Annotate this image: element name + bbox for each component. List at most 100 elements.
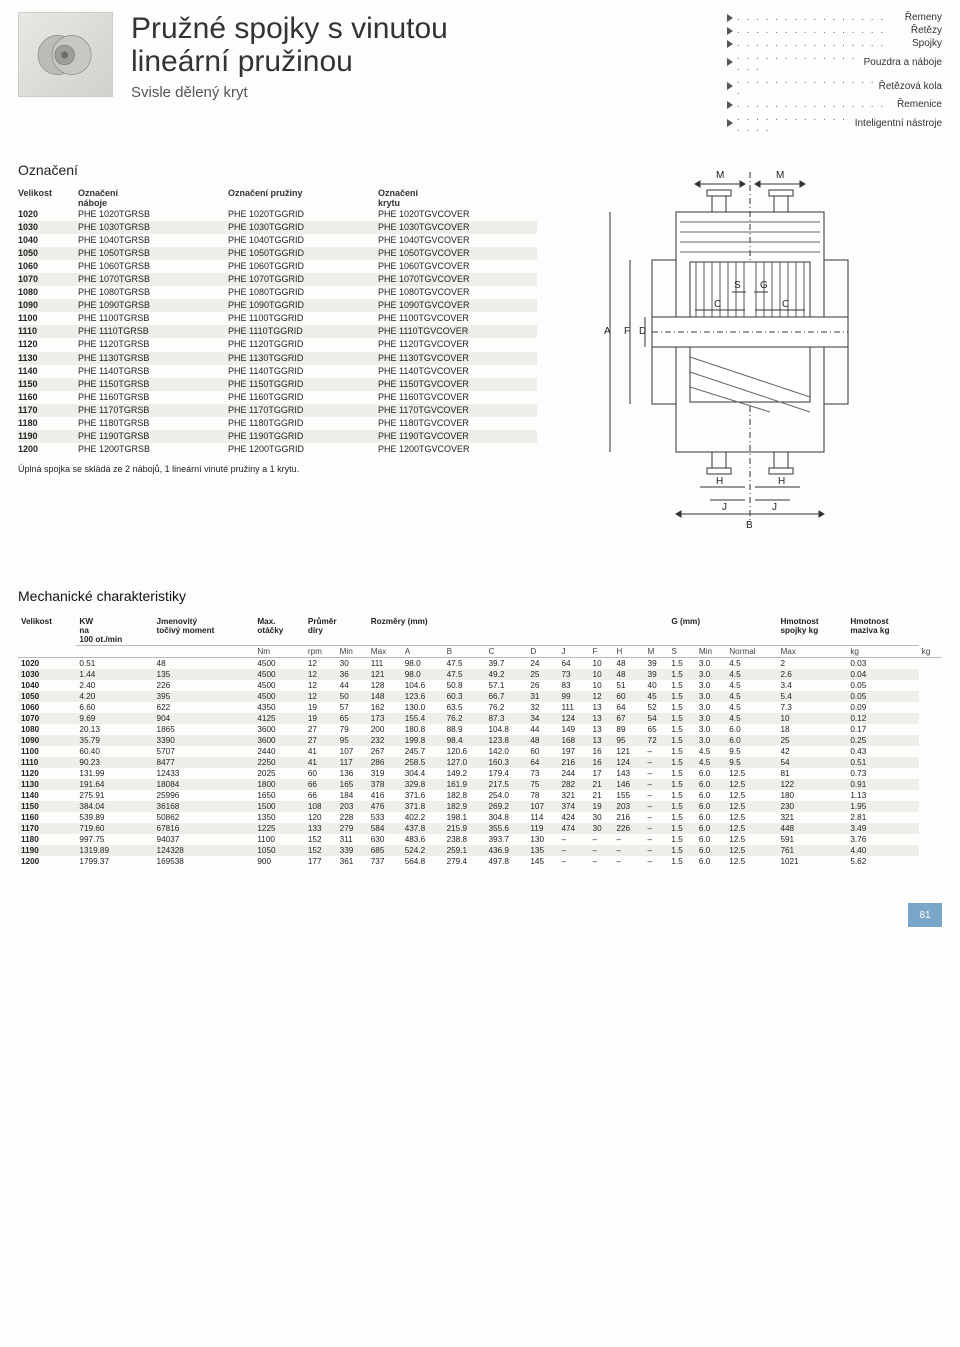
parts-grid: PHE 1190TGGRID — [228, 430, 378, 443]
mech-row: 1150384.04361681500108203476371.8182.926… — [18, 801, 942, 812]
mech-cell: – — [613, 834, 644, 845]
mech-cell: 111 — [558, 702, 589, 713]
mech-cell: 1.5 — [668, 713, 695, 724]
h-bore: Průměr díry — [305, 616, 368, 646]
parts-hub: PHE 1020TGRSB — [78, 208, 228, 221]
header-title-block: Pružné spojky s vinutou lineární pružino… — [131, 12, 709, 101]
nav-item[interactable]: . . . . . . . . . . . . . . . .Spojky — [727, 38, 942, 49]
mech-cell: 0.03 — [847, 658, 918, 670]
mech-cell: 9.5 — [726, 757, 777, 768]
mech-cell: 6.0 — [696, 845, 726, 856]
mech-cell: 36168 — [154, 801, 255, 812]
mech-cell: – — [645, 845, 669, 856]
page-number-badge: 81 — [908, 903, 942, 927]
mech-cell: 622 — [154, 702, 255, 713]
mech-cell: 104.8 — [485, 724, 527, 735]
mech-cell: 719.60 — [76, 823, 153, 834]
mech-cell: 124 — [558, 713, 589, 724]
mech-cell: 2.40 — [76, 680, 153, 691]
mech-cell: 900 — [254, 856, 305, 867]
parts-size: 1170 — [18, 404, 78, 417]
mech-cell: 1130 — [18, 779, 76, 790]
mech-cell: 12.5 — [726, 834, 777, 845]
parts-cover: PHE 1150TGVCOVER — [378, 378, 528, 391]
mech-cell: 539.89 — [76, 812, 153, 823]
mech-subheader: B — [444, 646, 486, 658]
mech-cell: 48 — [613, 658, 644, 670]
nav-item[interactable]: . . . . . . . . . . . . . . . .Řetězy — [727, 25, 942, 36]
nav-item[interactable]: . . . . . . . . . . . . . . . .Řemeny — [727, 12, 942, 23]
mech-row: 109035.79339036002795232199.898.4123.848… — [18, 735, 942, 746]
mech-cell: 7.3 — [777, 702, 847, 713]
mech-cell: – — [590, 856, 614, 867]
mech-cell: 12.5 — [726, 768, 777, 779]
mech-cell: 254.0 — [485, 790, 527, 801]
mech-cell: 12.5 — [726, 845, 777, 856]
mech-cell: 165 — [337, 779, 368, 790]
dim-A: A — [604, 326, 611, 337]
mech-subheader: kg — [919, 646, 942, 658]
mech-cell: 60 — [613, 691, 644, 702]
dim-B: B — [746, 520, 753, 531]
mech-cell: – — [645, 779, 669, 790]
h-size: Velikost — [18, 616, 76, 658]
mech-cell: 203 — [613, 801, 644, 812]
nav-item[interactable]: . . . . . . . . . . . . . . . .Inteligen… — [727, 112, 942, 134]
nav-item[interactable]: . . . . . . . . . . . . . . . .Pouzdra a… — [727, 51, 942, 73]
parts-row: 1190PHE 1190TGRSBPHE 1190TGGRIDPHE 1190T… — [18, 430, 537, 443]
parts-size: 1040 — [18, 234, 78, 247]
mech-header-row1: Velikost KW na 100 ot./min Jmenovitý toč… — [18, 616, 942, 646]
mech-row: 1140275.9125996165066184416371.6182.8254… — [18, 790, 942, 801]
mech-cell: 148 — [368, 691, 402, 702]
col-grid: Označení pružiny — [228, 188, 378, 208]
mech-cell: 5707 — [154, 746, 255, 757]
mech-cell: 48 — [154, 658, 255, 670]
page-title-line1: Pružné spojky s vinutou — [131, 12, 448, 45]
mech-cell: 245.7 — [402, 746, 444, 757]
mech-cell: 436.9 — [485, 845, 527, 856]
mech-subheader: F — [590, 646, 614, 658]
mech-cell: – — [645, 757, 669, 768]
mech-cell: 79 — [337, 724, 368, 735]
parts-hub: PHE 1060TGRSB — [78, 260, 228, 273]
h-dims: Rozměry (mm) — [368, 616, 669, 646]
parts-row: 1070PHE 1070TGRSBPHE 1070TGGRIDPHE 1070T… — [18, 273, 537, 286]
mech-cell: 1100 — [18, 746, 76, 757]
mech-cell: 162 — [368, 702, 402, 713]
nav-item[interactable]: . . . . . . . . . . . . . . . .Řetězová … — [727, 75, 942, 97]
mech-cell: 54 — [777, 757, 847, 768]
mech-cell: 45 — [645, 691, 669, 702]
mech-cell: 1110 — [18, 757, 76, 768]
mech-cell: 107 — [337, 746, 368, 757]
mech-cell: 1020 — [18, 658, 76, 670]
parts-cover: PHE 1100TGVCOVER — [378, 312, 528, 325]
mech-cell: 4.5 — [726, 658, 777, 670]
parts-grid: PHE 1170TGGRID — [228, 404, 378, 417]
mech-cell: 18 — [777, 724, 847, 735]
parts-grid: PHE 1160TGGRID — [228, 391, 378, 404]
mech-cell: 88.9 — [444, 724, 486, 735]
mech-cell: – — [558, 845, 589, 856]
mech-cell: 3390 — [154, 735, 255, 746]
mech-cell: 2250 — [254, 757, 305, 768]
mech-cell: 591 — [777, 834, 847, 845]
mech-cell: 182.8 — [444, 790, 486, 801]
mech-row: 10402.4022645001244128104.650.857.126831… — [18, 680, 942, 691]
designation-section: Označení Velikost Označení náboje Označe… — [18, 162, 942, 542]
nav-item[interactable]: . . . . . . . . . . . . . . . .Řemenice — [727, 99, 942, 110]
parts-hub: PHE 1140TGRSB — [78, 365, 228, 378]
nav-dots: . . . . . . . . . . . . . . . . — [737, 12, 905, 23]
mech-row: 1160539.89508621350120228533402.2198.130… — [18, 812, 942, 823]
parts-grid: PHE 1090TGGRID — [228, 299, 378, 312]
mech-cell: 12 — [305, 680, 337, 691]
parts-cover: PHE 1120TGVCOVER — [378, 338, 528, 351]
mech-cell: 0.05 — [847, 691, 918, 702]
parts-grid: PHE 1040TGGRID — [228, 234, 378, 247]
mech-cell: – — [645, 812, 669, 823]
mech-cell: 395 — [154, 691, 255, 702]
h-g: G (mm) — [668, 616, 777, 646]
mech-cell: 12.5 — [726, 779, 777, 790]
mech-cell: 25996 — [154, 790, 255, 801]
mech-cell: 114 — [527, 812, 558, 823]
mech-cell: 64 — [613, 702, 644, 713]
